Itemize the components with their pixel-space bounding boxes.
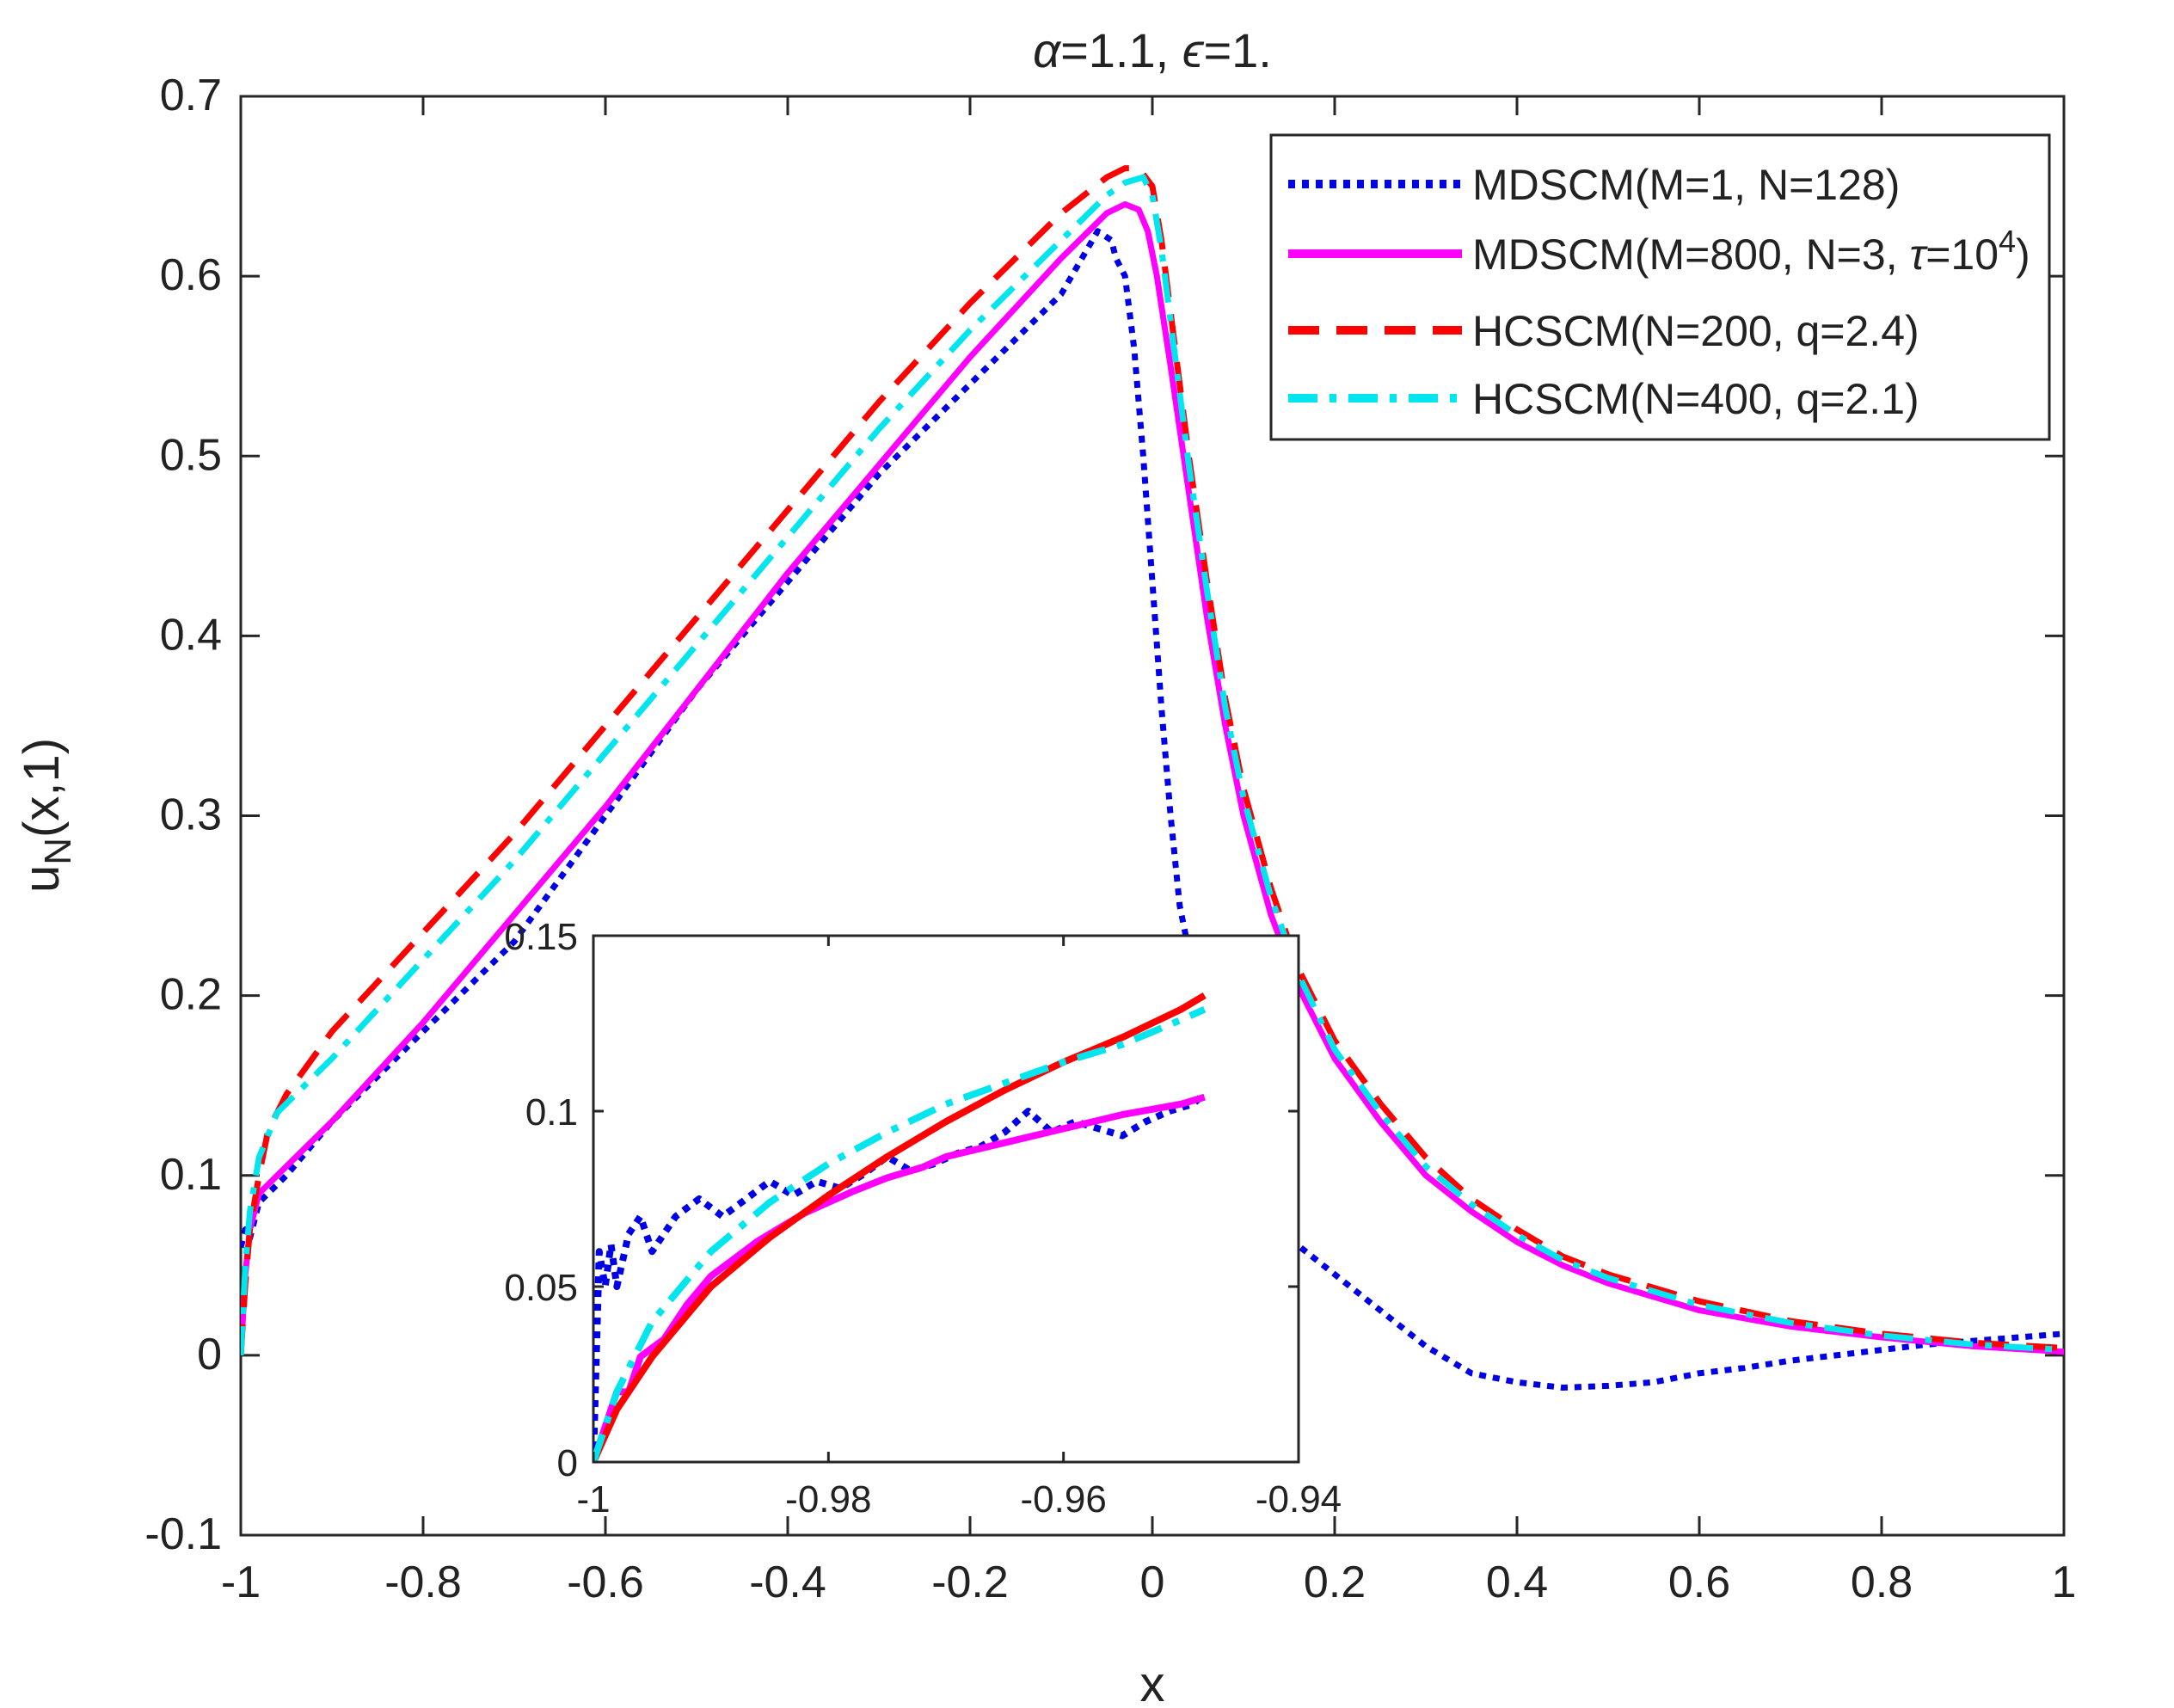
y-axis-label: uN(x,1) (14, 738, 79, 893)
main-x-tick-label: -0.4 (749, 1557, 826, 1607)
main-x-tick-label: 0.4 (1486, 1557, 1548, 1607)
main-y-tick-label: -0.1 (144, 1509, 222, 1559)
main-y-tick-label: 0.1 (160, 1150, 222, 1200)
main-x-tick-label: -0.6 (567, 1557, 644, 1607)
legend-label-exponent: 4 (1999, 224, 2016, 259)
legend-label-hcscm-n400: HCSCM(N=400, q=2.1) (1472, 375, 1919, 423)
inset-y-tick-label: 0 (557, 1442, 578, 1484)
inset-y-tick-label: 0.05 (504, 1267, 578, 1309)
y-axis-label-subscript: N (37, 838, 79, 865)
inset-plot-area (592, 934, 1300, 1464)
legend: MDSCM(M=1, N=128) MDSCM(M=800, N=3, τ=10… (1269, 133, 2051, 441)
inset-x-tick-label: -0.96 (1021, 1478, 1107, 1521)
legend-label-tau-symbol: τ (1909, 230, 1928, 279)
main-y-tick-label: 0 (197, 1330, 222, 1379)
main-x-tick-label: 0.2 (1304, 1557, 1366, 1607)
y-axis-label-base: u (14, 865, 70, 893)
main-y-tick-label: 0.3 (160, 790, 222, 840)
legend-label-mdscm-m1: MDSCM(M=1, N=128) (1472, 161, 1900, 209)
main-y-tick-label: 0.7 (160, 71, 222, 120)
inset-series-line-2 (593, 992, 1207, 1462)
main-x-tick-label: 0 (1140, 1557, 1165, 1607)
inset-ticks: -1 -0.98 -0.96 -0.94 0 0.05 0.1 0.15 (504, 916, 1342, 1521)
main-ticks: -1 -0.8 -0.6 -0.4 -0.2 0 0.2 0.4 0.6 0.8 1 -0.1 0 0.1… (144, 71, 2076, 1607)
main-x-tick-label: 0.8 (1851, 1557, 1913, 1607)
legend-label-mdscm-m800-mid: =10 (1925, 230, 1999, 279)
chart-title: α=1.1, ϵ=1. (1033, 23, 1272, 77)
main-y-tick-label: 0.2 (160, 970, 222, 1020)
legend-label-hcscm-n200: HCSCM(N=200, q=2.4) (1472, 307, 1919, 355)
inset-x-tick-label: -1 (576, 1478, 610, 1521)
main-series-line-1 (241, 201, 2064, 1356)
inset-series-line-3 (593, 1006, 1207, 1462)
legend-label-mdscm-m800-post: ) (2016, 230, 2030, 279)
title-alpha-symbol: α (1033, 23, 1062, 77)
inset-series (593, 992, 1207, 1462)
inset-y-tick-label: 0.15 (504, 916, 578, 958)
main-x-tick-label: 0.6 (1668, 1557, 1730, 1607)
main-y-tick-label: 0.6 (160, 250, 222, 300)
x-axis-label: x (1140, 1656, 1165, 1708)
main-series-line-0 (241, 228, 2064, 1391)
inset-x-tick-label: -0.94 (1256, 1478, 1342, 1521)
legend-label-mdscm-m800-pre: MDSCM(M=800, N=3, (1472, 230, 1909, 279)
inset-y-tick-label: 0.1 (525, 1091, 578, 1134)
main-y-tick-label: 0.5 (160, 430, 222, 480)
main-x-tick-label: -0.2 (931, 1557, 1009, 1607)
inset-x-tick-label: -0.98 (785, 1478, 871, 1521)
y-axis-label-rest: (x,1) (14, 738, 70, 838)
main-y-tick-label: 0.4 (160, 610, 222, 660)
main-x-tick-label: -1 (221, 1557, 261, 1607)
title-eps-symbol: ϵ (1182, 23, 1205, 77)
main-x-tick-label: 1 (2052, 1557, 2077, 1607)
inset-series-line-0 (593, 1091, 1207, 1462)
title-eps-value: =1. (1203, 23, 1271, 77)
legend-label-mdscm-m800: MDSCM(M=800, N=3, τ=104) (1472, 224, 2030, 279)
title-alpha-value: =1.1, (1060, 23, 1182, 77)
main-series (241, 165, 2064, 1391)
main-x-tick-label: -0.8 (384, 1557, 462, 1607)
main-series-line-3 (241, 174, 2064, 1356)
